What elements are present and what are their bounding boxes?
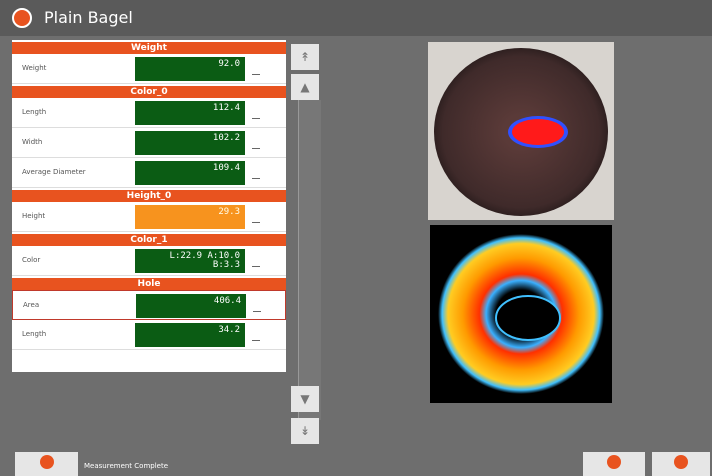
heatmap-hole <box>495 295 561 341</box>
transfer-button[interactable] <box>15 452 78 476</box>
result-row: Length 34.2 <box>12 320 286 350</box>
row-label: Weight <box>22 64 47 72</box>
section-header: Weight <box>12 42 286 54</box>
row-label: Average Diameter <box>22 168 86 176</box>
section-header: Color_1 <box>12 234 286 246</box>
row-value: 406.4 <box>136 294 246 318</box>
row-label: Color <box>22 256 41 264</box>
logo <box>12 8 32 28</box>
result-row: Width 102.2 <box>12 128 286 158</box>
settings-button[interactable] <box>652 452 710 476</box>
row-label: Length <box>22 330 47 338</box>
row-label: Width <box>22 138 43 146</box>
row-value: 34.2 <box>135 323 245 347</box>
scroll-controls: ↟ ▲ ▼ ↡ <box>288 40 322 448</box>
status-message: Measurement Complete <box>84 462 169 470</box>
icon <box>674 455 688 469</box>
row-label: Length <box>22 108 47 116</box>
unit-placeholder <box>253 311 261 312</box>
unit-placeholder <box>252 222 260 223</box>
unit-placeholder <box>252 340 260 341</box>
unit-placeholder <box>252 266 260 267</box>
title: Plain Bagel <box>44 8 133 27</box>
unit-placeholder <box>252 74 260 75</box>
result-row: Height 29.3 <box>12 202 286 232</box>
scroll-track <box>298 100 321 420</box>
result-row: Weight 92.0 <box>12 54 286 84</box>
scroll-up[interactable]: ▲ <box>291 74 319 100</box>
row-label: Height <box>22 212 46 220</box>
section-header: Color_0 <box>12 86 286 98</box>
action-button[interactable] <box>583 452 645 476</box>
row-value: 92.0 <box>135 57 245 81</box>
unit-placeholder <box>252 178 260 179</box>
section-header: Hole <box>12 278 286 290</box>
result-row: Average Diameter 109.4 <box>12 158 286 188</box>
row-value: 102.2 <box>135 131 245 155</box>
row-value: L:22.9 A:10.0 B:3.3 <box>135 249 245 273</box>
result-row: Length 112.4 <box>12 98 286 128</box>
row-value: 29.3 <box>135 205 245 229</box>
result-row: Area 406.4 <box>12 290 286 320</box>
title-bar: Plain Bagel <box>0 0 712 36</box>
results-panel: Weight Weight 92.0 Color_0 Length 112.4 Width 1… <box>12 40 286 372</box>
hole <box>512 119 564 145</box>
unit-placeholder <box>252 148 260 149</box>
row-value: 112.4 <box>135 101 245 125</box>
icon <box>607 455 621 469</box>
unit-placeholder <box>252 118 260 119</box>
scroll-top[interactable]: ↟ <box>291 44 319 70</box>
images <box>428 42 614 403</box>
row-label: Area <box>23 301 40 309</box>
row-value: 109.4 <box>135 161 245 185</box>
section-header: Height_0 <box>12 190 286 202</box>
icon <box>39 455 54 469</box>
scroll-bottom[interactable]: ↡ <box>291 418 319 444</box>
scroll-down[interactable]: ▼ <box>291 386 319 412</box>
result-row: Color L:22.9 A:10.0 B:3.3 <box>12 246 286 276</box>
